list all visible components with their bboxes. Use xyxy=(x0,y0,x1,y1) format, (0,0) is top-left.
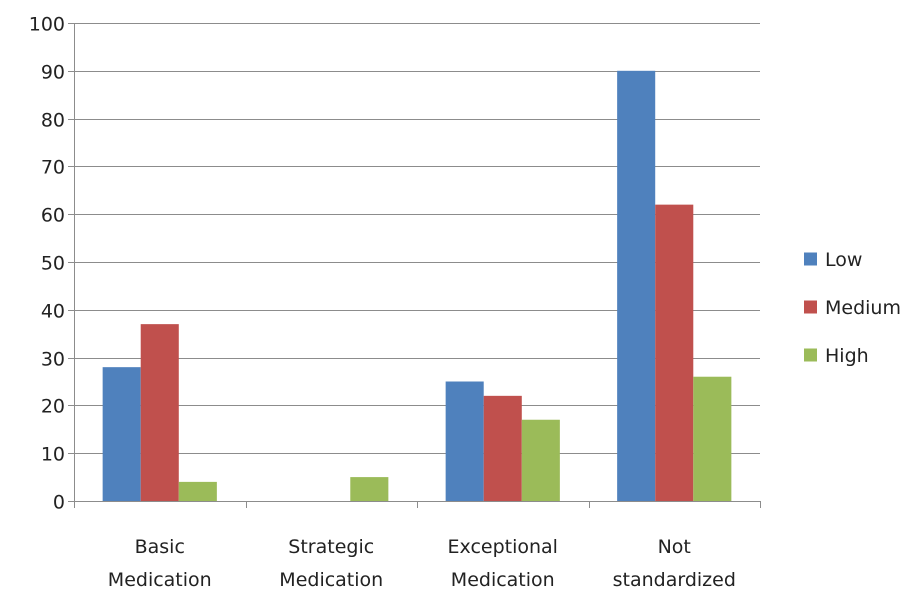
legend-swatch xyxy=(804,300,817,314)
legend: Low Medium High xyxy=(804,249,901,367)
y-tick-label: 60 xyxy=(41,205,65,227)
y-tick-label: 0 xyxy=(53,492,65,514)
legend-label: Medium xyxy=(825,297,901,319)
bar-high-1 xyxy=(350,477,389,501)
legend-swatch xyxy=(804,252,817,266)
x-category-label: standardized xyxy=(613,569,736,590)
y-tick-label: 70 xyxy=(41,157,65,179)
bar-high-3 xyxy=(693,376,732,501)
y-tick-label: 80 xyxy=(41,110,65,132)
bar-low-3 xyxy=(617,70,656,502)
x-category-label: Basic xyxy=(135,536,185,558)
x-category-label: Not xyxy=(658,536,691,558)
legend-swatch xyxy=(804,348,817,362)
axes xyxy=(68,23,761,508)
gridlines xyxy=(74,23,760,454)
legend-label: Low xyxy=(825,249,862,271)
x-category-label: Medication xyxy=(279,569,383,590)
y-tick-label: 100 xyxy=(29,14,65,36)
y-tick-label: 40 xyxy=(41,301,65,323)
x-category-label: Medication xyxy=(108,569,212,590)
x-category-label: Strategic xyxy=(288,536,374,558)
x-category-label: Medication xyxy=(451,569,555,590)
bar-medium-3 xyxy=(655,204,694,501)
y-tick-label: 30 xyxy=(41,349,65,371)
legend-item-low: Low xyxy=(804,249,862,271)
bars xyxy=(102,70,732,502)
bar-low-2 xyxy=(445,381,484,501)
axis-labels: 0 10 20 30 40 50 60 70 80 90 100 Basic Medication Str… xyxy=(29,14,736,592)
bar-high-0 xyxy=(178,481,217,501)
legend-label: High xyxy=(825,345,869,367)
x-category-label: Exceptional xyxy=(448,536,558,558)
bar-high-2 xyxy=(521,419,560,501)
bar-medium-2 xyxy=(483,395,522,501)
bar-low-0 xyxy=(102,367,141,501)
y-tick-label: 50 xyxy=(41,253,65,275)
y-tick-label: 20 xyxy=(41,396,65,418)
legend-item-medium: Medium xyxy=(804,297,901,319)
y-tick-label: 10 xyxy=(41,444,65,466)
legend-item-high: High xyxy=(804,345,869,367)
y-tick-label: 90 xyxy=(41,62,65,84)
bar-medium-0 xyxy=(140,324,179,501)
